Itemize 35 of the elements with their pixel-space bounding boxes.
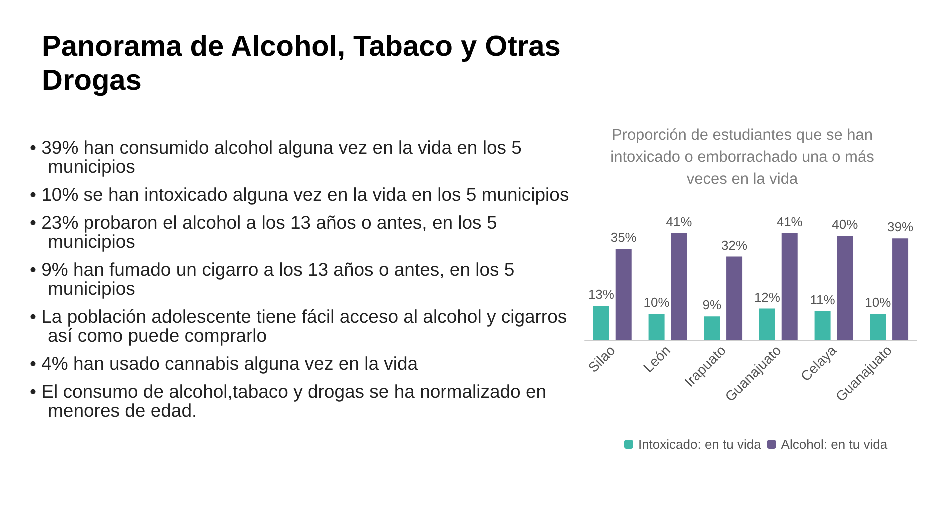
data-label: 39%	[888, 220, 914, 235]
chart-subtitle: Proporción de estudiantes que se han intoxicado o emborrachado una o más veces en la vida	[610, 126, 876, 190]
bar	[892, 238, 909, 340]
data-label: 11%	[810, 292, 836, 308]
bar	[837, 236, 854, 340]
bar	[704, 316, 720, 340]
text: • 9% han fumado un cigarro a los 13 años o antes, en los 5 municipios	[30, 259, 516, 299]
bar	[782, 233, 798, 340]
text: • 39% han consumido alcohol alguna vez en la vida en los 5 municipios	[30, 137, 523, 177]
bar	[593, 306, 610, 340]
legend-label: Intoxicado: en tu vida	[638, 437, 762, 452]
data-label: 12%	[754, 290, 781, 305]
data-label: 10%	[644, 295, 670, 310]
bar	[759, 308, 776, 340]
data-label: 32%	[722, 238, 748, 253]
text: • La población adolescente tiene fácil acceso al alcohol y cigarros así como puede comprarlo	[30, 306, 568, 346]
text: • 4% han usado cannabis alguna vez en la vida	[30, 353, 420, 374]
data-label: 41%	[666, 214, 693, 230]
bar	[814, 311, 831, 340]
data-label: 10%	[865, 295, 892, 310]
bar	[648, 314, 665, 340]
data-label: 9%	[702, 298, 722, 313]
bar	[616, 249, 632, 340]
text: Panorama de Alcohol, Tabaco y Otras Drogas	[42, 30, 562, 98]
data-label: 35%	[610, 230, 638, 245]
text: • 10% se han intoxicado alguna vez en la vida en los 5 municipios	[30, 184, 570, 205]
text: • 23% probaron el alcohol a los 13 años o antes, en los 5 municipios	[30, 212, 498, 252]
data-label: 13%	[588, 287, 615, 302]
bar	[726, 256, 743, 340]
bar	[671, 233, 688, 340]
data-label: 41%	[776, 214, 804, 230]
text: • El consumo de alcohol,tabaco y drogas se ha normalizado en menores de edad.	[30, 381, 548, 421]
legend-label: Alcohol: en tu vida	[781, 437, 888, 452]
data-label: 40%	[832, 217, 859, 232]
bar	[870, 314, 886, 340]
